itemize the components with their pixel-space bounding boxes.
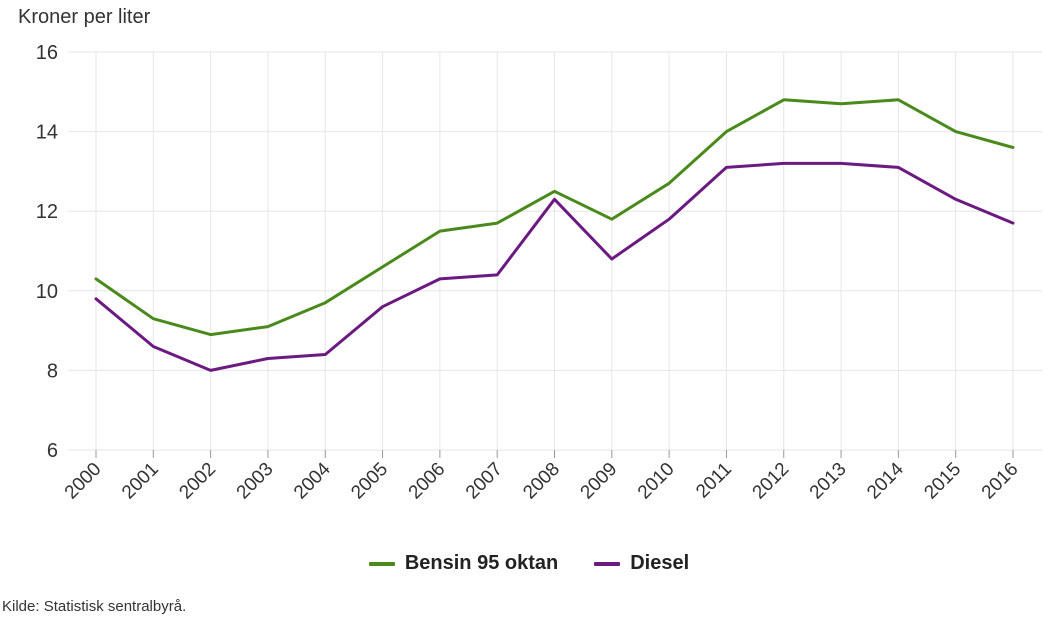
x-tick-label: 2000 [61,459,106,504]
y-tick-label: 8 [47,360,58,382]
y-axis-label: Kroner per liter [18,6,151,28]
x-tick-label: 2009 [577,459,622,504]
y-tick-label: 12 [36,201,58,223]
y-tick-label: 14 [36,122,58,144]
x-tick-label: 2012 [749,459,794,504]
y-tick-label: 6 [47,440,58,462]
x-tick-label: 2007 [462,459,507,504]
y-tick-label: 10 [36,281,58,303]
series-line-bensin[interactable] [94,98,1015,337]
legend-label-bensin: Bensin 95 oktan [404,552,559,574]
x-tick-label: 2015 [920,459,965,504]
legend: Bensin 95 oktan Diesel [0,552,1058,575]
x-axis-ticks: 2000 2001 2002 2003 2004 2005 2006 2007 2008 2009… [61,450,1023,503]
x-tick-label: 2001 [118,459,163,504]
legend-swatch-bensin [368,561,395,566]
x-tick-label: 2002 [175,459,220,504]
x-tick-label: 2010 [634,459,679,504]
x-tick-label: 2005 [347,459,392,504]
x-tick-label: 2006 [405,459,450,504]
x-tick-label: 2014 [863,458,908,503]
y-axis-ticks: 6 8 10 12 14 16 [36,42,58,462]
series-lines [94,98,1015,372]
x-tick-label: 2003 [233,459,278,504]
source-note: Kilde: Statistisk sentralbyrå. [2,598,187,615]
legend-swatch-diesel [594,561,621,566]
grid-lines [68,51,1042,451]
x-tick-label: 2008 [519,459,564,504]
legend-item-diesel[interactable]: Diesel [594,552,689,575]
x-tick-label: 2013 [806,459,851,504]
legend-item-bensin[interactable]: Bensin 95 oktan [368,552,559,575]
legend-label-diesel: Diesel [630,552,690,574]
x-tick-label: 2004 [290,458,335,503]
series-line-diesel[interactable] [94,161,1015,372]
y-tick-label: 16 [36,42,58,64]
x-tick-label: 2016 [978,459,1023,504]
x-tick-label: 2011 [692,459,736,503]
